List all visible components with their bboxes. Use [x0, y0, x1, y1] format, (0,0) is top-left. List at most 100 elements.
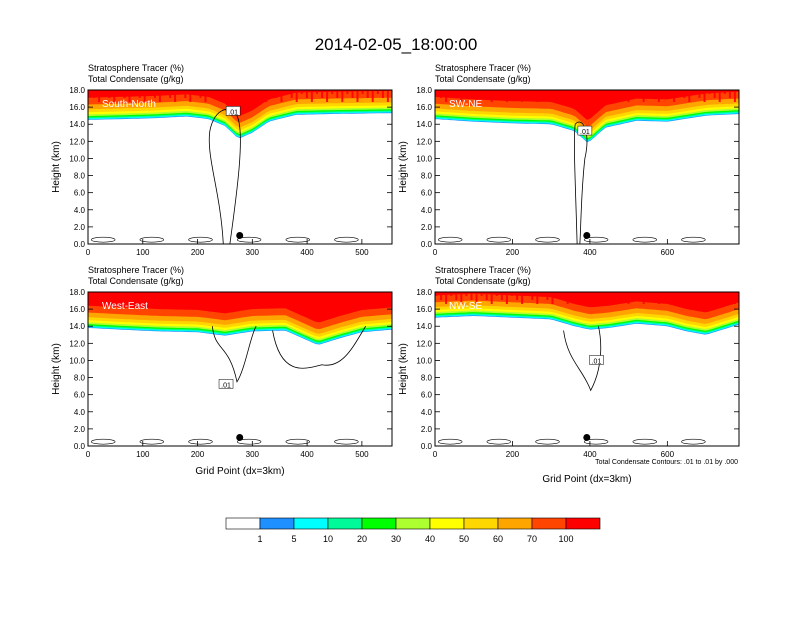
tracer-streak: [713, 292, 716, 300]
tracer-streak: [331, 292, 334, 296]
tracer-streak: [627, 292, 630, 304]
tracer-streak: [500, 292, 503, 300]
colorbar-box: [293, 517, 329, 530]
tracer-streak: [445, 292, 448, 304]
contour-label-text: .01: [221, 382, 231, 389]
tracer-streak: [718, 292, 721, 304]
tracer-streak: [199, 292, 202, 300]
tracer-streak: [305, 292, 308, 300]
tracer-streak: [229, 90, 232, 98]
surface-contour: [486, 438, 511, 445]
tracer-streak: [386, 292, 389, 304]
tracer-streak: [723, 292, 726, 296]
tracer-streak: [703, 292, 706, 304]
surface-contour: [139, 438, 165, 445]
tracer-streak: [93, 292, 96, 300]
tracer-streak: [521, 90, 524, 102]
ytick-label: 12.0: [416, 339, 432, 348]
surface-contour: [90, 236, 116, 243]
surface-contour: [236, 438, 262, 445]
tracer-streak: [371, 292, 374, 304]
tracer-streak: [470, 292, 473, 300]
surface-contour: [188, 236, 213, 243]
tracer-streak: [169, 292, 172, 300]
plot-border: [434, 89, 740, 245]
tracer-streak: [455, 90, 458, 98]
tracer-streak: [587, 90, 589, 94]
surface-contour: [438, 236, 463, 243]
tracer-streak: [245, 90, 248, 98]
tracer-streak: [713, 90, 716, 98]
ytick-label: 14.0: [69, 322, 85, 331]
tracer-streak: [480, 292, 483, 296]
ytick-label: 10.0: [69, 154, 85, 163]
tracer-streak: [526, 90, 529, 94]
xtick-label: 200: [191, 450, 205, 459]
plot-border: [87, 89, 393, 245]
tracer-streak: [133, 292, 136, 296]
xtick-label: 0: [433, 450, 438, 459]
surface-contour: [139, 236, 165, 243]
xlabel: Grid Point (dx=3km): [542, 474, 631, 485]
contour-label: .01: [225, 106, 241, 116]
surface-contour: [236, 236, 262, 243]
tracer-streak: [310, 90, 313, 102]
tracer-streak: [673, 292, 676, 304]
colorbar-label: 1: [257, 534, 262, 544]
xtick-label: 600: [661, 248, 675, 257]
tracer-streak: [280, 292, 283, 304]
tracer-streak: [688, 292, 691, 304]
xtick-label: 0: [86, 450, 91, 459]
location-marker: [236, 231, 244, 239]
tracer-streak: [204, 90, 207, 102]
ytick-label: 14.0: [416, 120, 432, 129]
contour-label: .01: [577, 125, 593, 136]
tracer-streak: [733, 90, 736, 102]
cloud-contour: [211, 326, 367, 383]
xtick-label: 400: [583, 450, 597, 459]
tracer-streak: [708, 292, 711, 296]
tracer-streak: [229, 292, 232, 300]
xtick-label: 0: [433, 248, 438, 257]
tracer-streak: [647, 292, 650, 296]
tracer-streak: [265, 292, 268, 304]
surface-contour: [681, 438, 706, 445]
tracer-streak: [516, 292, 519, 300]
tracer-streak: [184, 292, 187, 300]
condensate-contours: [90, 109, 359, 244]
tracer-streak: [189, 90, 192, 102]
tracer-streak: [581, 292, 584, 304]
tracer-streak: [663, 90, 665, 94]
contour-label: .01: [218, 379, 234, 389]
tracer-streak: [138, 90, 141, 98]
xtick-label: 100: [136, 450, 150, 459]
tracer-streak: [642, 292, 645, 304]
tracer-streak: [305, 90, 308, 98]
tracer-streak: [174, 90, 177, 102]
tracer-streak: [511, 90, 513, 94]
tracer-streak: [103, 292, 106, 296]
tracer-streak: [617, 292, 620, 296]
left-title-1: Stratosphere Tracer (%): [88, 63, 184, 73]
tracer-streak: [627, 90, 630, 102]
colorbar-label: 100: [558, 534, 573, 544]
tracer-streak: [455, 292, 458, 300]
tracer-streak: [475, 90, 478, 102]
colorbar-label: 30: [391, 534, 401, 544]
tracer-streak: [435, 292, 437, 296]
ytick-label: 6.0: [421, 189, 433, 198]
tracer-streak: [250, 90, 253, 102]
tracer-streak: [470, 90, 473, 98]
tracer-streak: [531, 90, 534, 98]
tracer-streak: [556, 90, 559, 94]
ytick-label: 4.0: [421, 408, 433, 417]
tracer-band-10: [435, 292, 739, 313]
tracer-streak: [321, 292, 324, 300]
tracer-streak: [657, 90, 660, 102]
tracer-streak: [663, 292, 665, 296]
tracer-streak: [164, 292, 166, 296]
tracer-field: [435, 292, 739, 335]
xtick-label: 600: [661, 450, 675, 459]
tracer-streak: [219, 90, 222, 102]
tracer-streak: [290, 292, 293, 300]
